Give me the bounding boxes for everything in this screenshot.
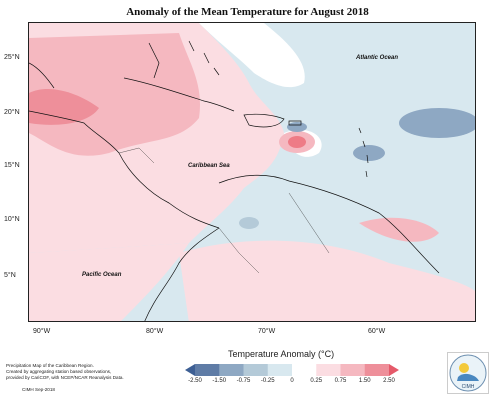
legend-tick-label: -0.25 [260, 378, 275, 384]
lesser-antilles-islands [358, 127, 369, 178]
lat-label-10n: 10°N [4, 216, 20, 223]
legend-swatch-3 [243, 364, 269, 376]
map-title: Anomaly of the Mean Temperature for Augu… [126, 6, 369, 18]
lon-label-90w: 90°W [33, 328, 51, 335]
puerto-rico-coast [288, 120, 302, 126]
logo-text: CIMH [462, 384, 475, 390]
border-3 [288, 192, 330, 254]
legend-swatch-2 [219, 364, 244, 376]
credit-line-2: Created by aggregating station based obs… [6, 369, 112, 374]
coastlines [29, 40, 440, 321]
lat-label-5n: 5°N [4, 272, 16, 279]
legend-tick-label: 2.50 [383, 378, 395, 384]
cool-anomaly-lesser-antilles [353, 145, 385, 161]
legend-tick-label: -1.50 [212, 378, 227, 384]
florida-coast [148, 42, 160, 79]
legend-tick-label: 0.25 [310, 378, 323, 384]
legend-tick-label: -2.50 [188, 378, 202, 384]
legend-colorbar [185, 364, 399, 376]
lat-label-25n: 25°N [4, 54, 20, 61]
cimh-logo-graphic: CIMH [449, 354, 487, 392]
legend-swatch-6 [316, 364, 341, 376]
cuba-coast [123, 77, 235, 112]
credit-line-1: Precipitation Map of the Caribbean Regio… [6, 363, 94, 368]
legend-tick-label: 1.50 [358, 378, 371, 384]
cool-anomaly-venezuela [239, 217, 259, 229]
warm-anomaly-yucatan [29, 88, 99, 125]
legend-swatch-0 [185, 364, 195, 376]
legend-swatch-4 [267, 364, 293, 376]
colombia-pacific-coast [144, 227, 220, 321]
gulf-coast [29, 62, 55, 89]
lon-label-80w: 80°W [146, 328, 164, 335]
warm-anomaly-mexico-cuba [29, 33, 200, 156]
legend-swatch-7 [340, 364, 366, 376]
cool-anomaly-east [399, 108, 475, 138]
lon-label-70w: 70°W [258, 328, 276, 335]
warm-anomaly-guyana [359, 217, 439, 242]
lat-label-20n: 20°N [4, 109, 20, 116]
credit-line-3: provided by CariCOF, with NCEP/NCAR Rean… [6, 375, 124, 380]
lat-label-15n: 15°N [4, 162, 20, 169]
country-borders [118, 147, 330, 274]
strong-warm-anomaly-puerto-rico [288, 136, 306, 148]
caribbean-sea-label: Caribbean Sea [188, 163, 230, 169]
atlantic-ocean-label: Atlantic Ocean [356, 55, 399, 61]
lon-label-60w: 60°W [368, 328, 386, 335]
credit-line-4: CIMH Sep-2018 [22, 387, 55, 392]
legend-tick-label: 0 [290, 378, 294, 384]
warm-anomaly-south-america [179, 240, 475, 321]
anomaly-map [28, 22, 476, 322]
neutral-anomaly-bahamas [199, 23, 305, 88]
legend-swatch-1 [195, 364, 220, 376]
legend-swatch-5 [292, 364, 317, 376]
legend-swatch-9 [389, 364, 399, 376]
bahamas-islands [188, 40, 220, 76]
cool-anomaly-north-pr [287, 122, 307, 132]
pacific-ocean-label: Pacific Ocean [82, 272, 122, 278]
border-1 [118, 147, 155, 164]
legend-title: Temperature Anomaly (°C) [228, 349, 335, 359]
map-canvas [29, 23, 475, 321]
legend-tick-label: -0.75 [236, 378, 251, 384]
border-2 [218, 227, 260, 274]
hispaniola-coast [243, 113, 285, 128]
warm-anomaly-pacific [29, 243, 189, 321]
cimh-logo-icon: CIMH [447, 352, 489, 394]
legend-tick-label: 0.75 [334, 378, 347, 384]
south-america-coast [218, 174, 440, 274]
legend-swatch-8 [364, 364, 390, 376]
